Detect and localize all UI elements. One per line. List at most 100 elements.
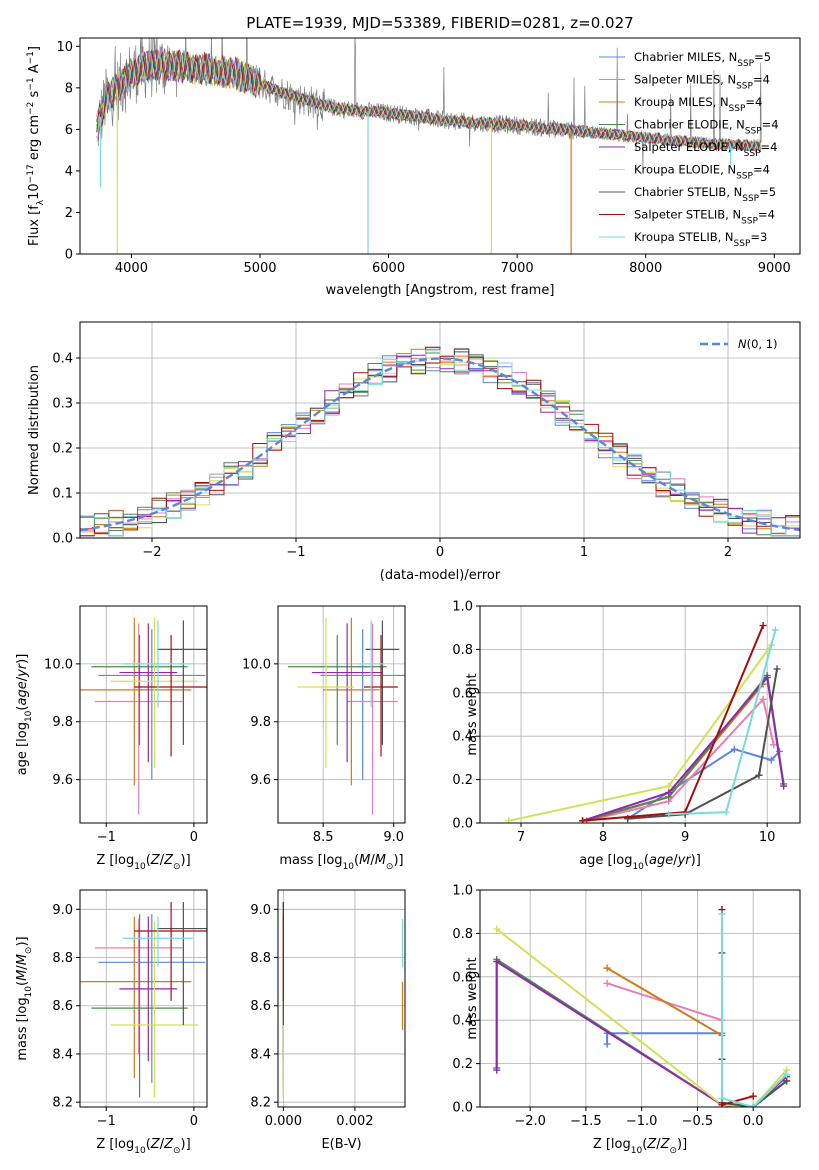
label-segment: Salpeter STELIB, N xyxy=(634,208,741,222)
label-segment: SSP xyxy=(736,82,753,92)
plus-marker xyxy=(763,674,771,682)
data-point xyxy=(157,620,207,745)
label-segment: age [log xyxy=(15,722,30,775)
data-point xyxy=(320,629,405,780)
y-tick-label: 9.8 xyxy=(250,715,271,730)
label-segment: Flux [f xyxy=(27,205,42,246)
label-segment: Z [log xyxy=(96,853,134,868)
y-axis-label: Flux [fλ10−17 erg cm−2 s−1 A−1] xyxy=(26,46,46,246)
legend-label: Kroupa ELODIE, NSSP=4 xyxy=(634,163,770,182)
label-segment: (0, 1) xyxy=(747,337,778,351)
y-tick-label: 10 xyxy=(56,40,73,55)
data-point xyxy=(91,914,188,1098)
plot-area xyxy=(80,902,207,1098)
panel-weight_vs_Z: −2.0 −1.5 −1.0 −0.5 0.0 0.0 0.2 0.4 0.6 0.8 1.0 Z [… xyxy=(452,884,801,1156)
data-point xyxy=(98,629,206,780)
y-axis-label: mass weight xyxy=(465,957,480,1039)
label-segment: Z xyxy=(163,1137,174,1152)
label-segment: / xyxy=(656,1137,661,1152)
axes-frame xyxy=(277,605,406,824)
label-segment: ( xyxy=(644,853,649,868)
x-tick-label: 0.0 xyxy=(743,1114,764,1129)
label-segment: =4 xyxy=(762,118,779,132)
y-tick-label: 0 xyxy=(65,248,73,263)
label-segment: / xyxy=(370,853,375,868)
label-segment: ⊙ xyxy=(173,862,181,872)
label-segment: 10 xyxy=(24,710,34,722)
label-segment: 10 xyxy=(27,183,42,200)
plot-area xyxy=(505,622,788,823)
data-point xyxy=(323,617,380,786)
label-segment: λ xyxy=(36,199,46,205)
axes-frame xyxy=(479,605,801,824)
label-segment: / xyxy=(160,1137,165,1152)
label-segment: Kroupa MILES, N xyxy=(634,95,729,109)
data-point xyxy=(364,634,398,757)
x-tick-label: 9.0 xyxy=(383,830,404,845)
label-segment: SSP xyxy=(736,172,753,182)
label-segment: 10 xyxy=(134,1146,146,1156)
model-spectrum xyxy=(96,49,762,153)
panel-age_vs_Z: −1 09.69.810.0Z [log10(Z/Z⊙)]age [log10(a… xyxy=(15,605,208,872)
model-spectrum xyxy=(96,51,762,152)
plot-area xyxy=(80,617,207,815)
plus-marker xyxy=(493,958,501,966)
y-tick-label: 8.2 xyxy=(250,1096,271,1111)
label-segment: SSP xyxy=(734,239,751,249)
label-segment: Z xyxy=(646,1137,657,1152)
label-segment: M xyxy=(15,970,30,981)
x-tick-label: −1.0 xyxy=(626,1114,658,1129)
plus-marker xyxy=(755,771,763,779)
label-segment: / xyxy=(15,676,30,681)
x-axis-label: age [log10(age/yr)] xyxy=(579,853,701,872)
label-segment: )] xyxy=(181,853,191,868)
data-point xyxy=(134,902,207,1001)
axes-frame xyxy=(479,889,801,1108)
x-tick-label: 8000 xyxy=(629,261,662,276)
plus-marker xyxy=(771,626,779,634)
y-tick-label: 0.4 xyxy=(52,352,73,367)
x-tick-label: 0 xyxy=(190,830,198,845)
weight-series xyxy=(582,675,785,822)
weight-series xyxy=(586,683,764,822)
axes-frame xyxy=(79,37,801,255)
label-segment: mass [log xyxy=(279,853,342,868)
label-segment: Salpeter MILES, N xyxy=(634,73,736,87)
label-segment: 10 xyxy=(632,862,644,872)
y-tick-label: 4 xyxy=(65,164,73,179)
x-tick-label: 1 xyxy=(580,545,588,560)
label-segment: SSP xyxy=(745,127,762,137)
x-tick-label: −2 xyxy=(142,545,161,560)
label-segment: 10 xyxy=(134,862,146,872)
y-tick-label: 0.1 xyxy=(52,487,73,502)
data-point xyxy=(311,623,383,763)
label-segment: SSP xyxy=(744,149,761,159)
weight-series xyxy=(627,668,778,820)
y-tick-label: 0.4 xyxy=(452,1014,473,1029)
weight-series xyxy=(586,697,775,822)
y-axis-label: mass weight xyxy=(465,673,480,755)
x-tick-label: 2 xyxy=(724,545,732,560)
y-tick-label: 0.8 xyxy=(452,643,473,658)
label-segment: / xyxy=(673,853,678,868)
data-point xyxy=(122,916,193,968)
label-segment: E(B-V) xyxy=(321,1137,361,1152)
label-segment: )] xyxy=(677,1137,687,1152)
y-tick-label: 0.2 xyxy=(452,1057,473,1072)
plot-area xyxy=(493,906,791,1107)
label-segment: Chabrier ELODIE, N xyxy=(634,118,745,132)
histogram-series xyxy=(80,355,800,534)
label-segment: 10 xyxy=(24,986,34,998)
label-segment: Kroupa ELODIE, N xyxy=(634,163,736,177)
plus-marker xyxy=(493,925,501,933)
x-tick-label: 5000 xyxy=(243,261,276,276)
model-spectrum xyxy=(96,51,762,154)
label-segment: yr xyxy=(677,853,693,868)
plus-marker xyxy=(773,665,781,673)
label-segment: 10 xyxy=(343,862,355,872)
x-tick-label: −1.5 xyxy=(570,1114,602,1129)
y-tick-label: 0.0 xyxy=(452,1101,473,1116)
x-tick-label: −2.0 xyxy=(514,1114,546,1129)
